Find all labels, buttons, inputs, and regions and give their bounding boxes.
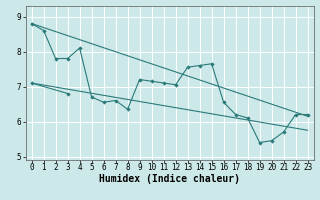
X-axis label: Humidex (Indice chaleur): Humidex (Indice chaleur)	[99, 174, 240, 184]
